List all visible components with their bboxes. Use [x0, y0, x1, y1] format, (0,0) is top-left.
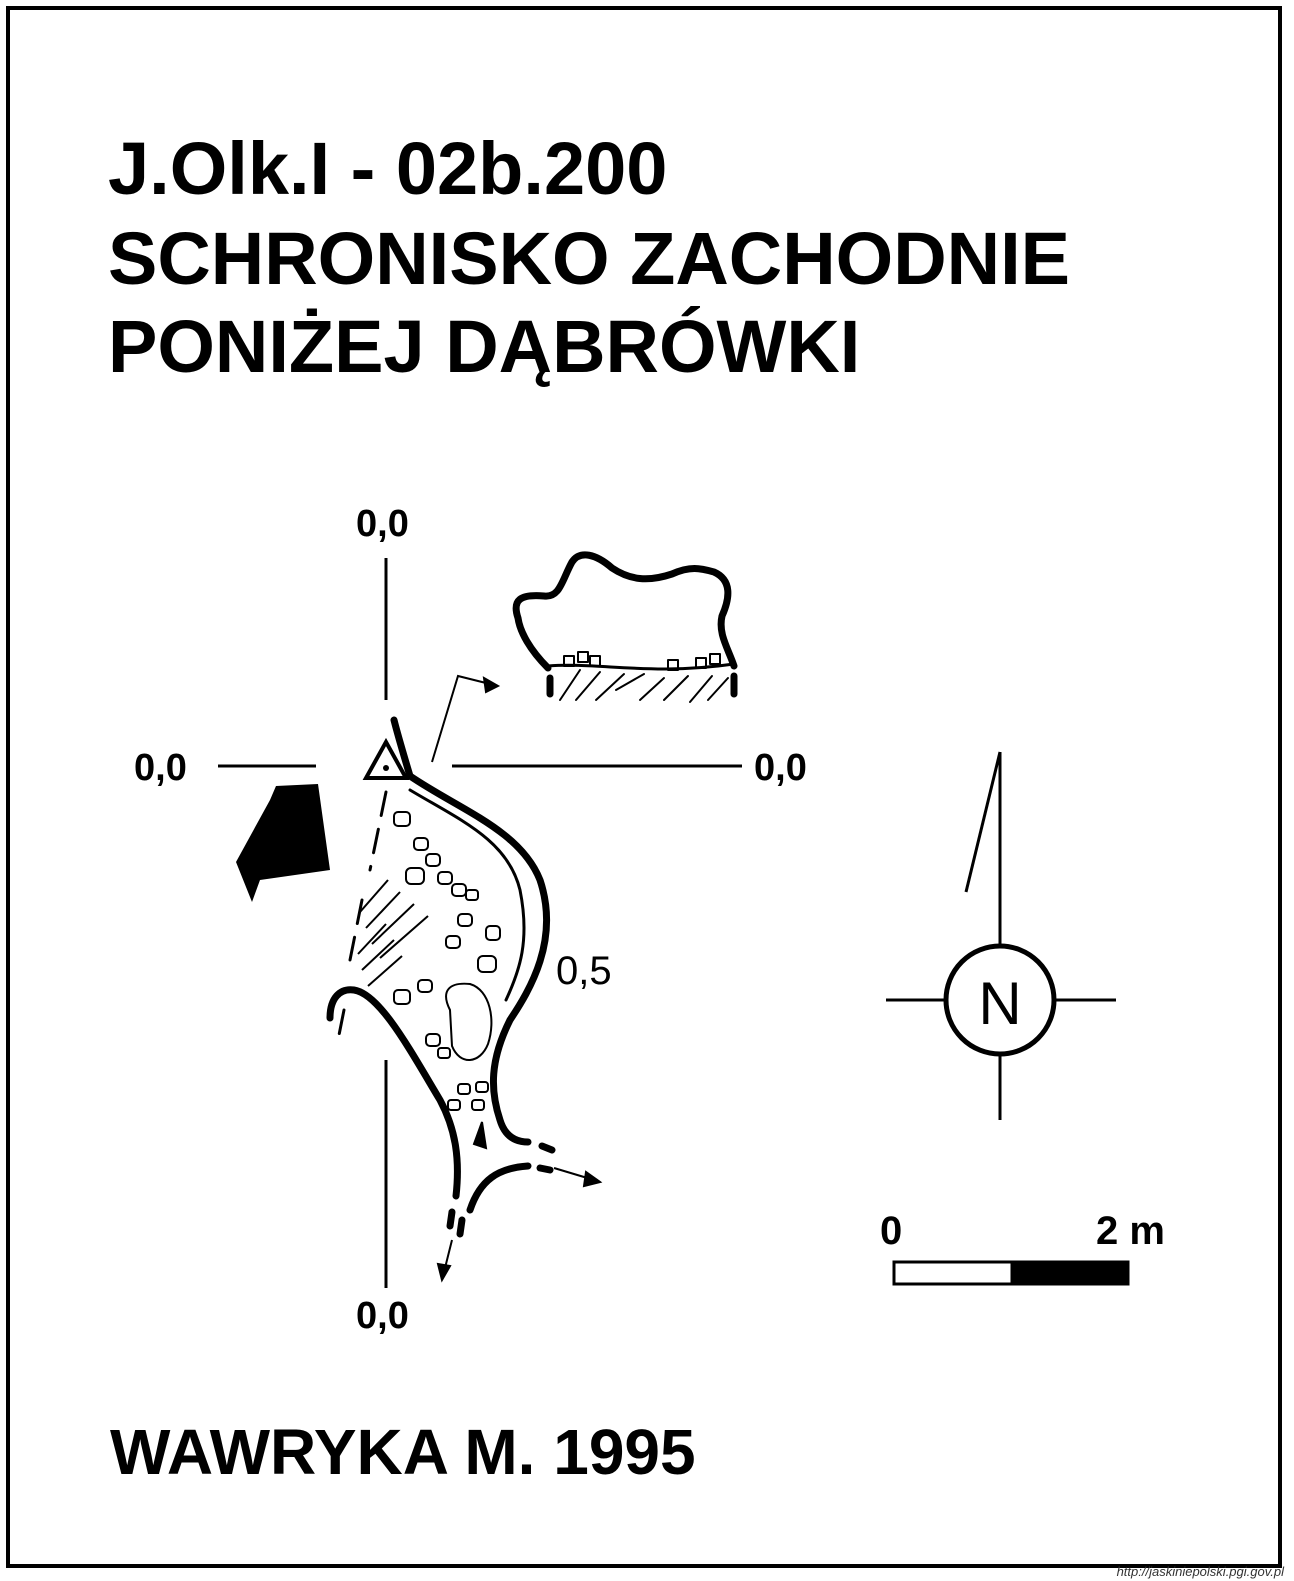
cave-cross-section: [512, 551, 738, 703]
cave-name-line-1: SCHRONISKO ZACHODNIE: [108, 217, 1071, 300]
scale-start-label: 0: [880, 1209, 902, 1253]
page-border: [6, 6, 1282, 1568]
axis-left-label: 0,0: [134, 747, 187, 789]
survey-station-icon: [362, 737, 410, 780]
scale-end-label: 2 m: [1096, 1209, 1165, 1253]
source-url[interactable]: http://jaskiniepolski.pgi.gov.pl: [1116, 1564, 1284, 1579]
reference-axes: [218, 558, 742, 1288]
cross-section-pointer: [431, 674, 501, 763]
axis-bottom-label: 0,0: [356, 1295, 409, 1337]
entrance-arrow-icon: [236, 784, 330, 902]
axis-top-label: 0,0: [356, 503, 409, 545]
scale-bar: [892, 1260, 1130, 1286]
north-compass-icon: [886, 751, 1116, 1120]
axis-right-label: 0,0: [754, 747, 807, 789]
author-date: WAWRYKA M. 1995: [110, 1416, 696, 1488]
cave-plan-outline: [326, 716, 556, 1238]
north-label: N: [978, 970, 1021, 1037]
cave-code-title: J.Olk.I - 02b.200: [108, 127, 668, 210]
depth-label: 0,5: [556, 949, 612, 993]
cave-plan-fill: [357, 811, 501, 1150]
passage-arrows: [436, 1167, 603, 1283]
cave-name-line-2: PONIŻEJ DĄBRÓWKI: [108, 305, 861, 388]
